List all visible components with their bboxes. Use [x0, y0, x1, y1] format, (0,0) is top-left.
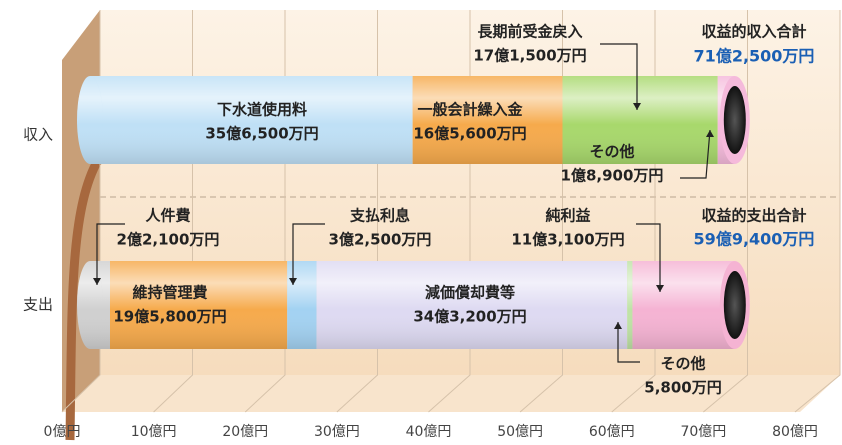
shine — [627, 261, 632, 349]
shine — [563, 76, 718, 164]
segment-value: 1億8,900万円 — [561, 167, 664, 185]
total-value: 71億2,500万円 — [694, 47, 815, 66]
segment-value: 11億3,100万円 — [511, 231, 624, 249]
segment-value: 34億3,200万円 — [413, 308, 526, 326]
shine — [632, 261, 734, 349]
x-tick-label: 0億円 — [44, 424, 81, 440]
total-value: 59億9,400万円 — [694, 230, 815, 249]
bar-hole — [724, 86, 746, 154]
shine — [77, 76, 103, 164]
segment-name: 下水道使用料 — [217, 101, 307, 119]
x-tick-label: 20億円 — [222, 424, 268, 440]
segment-name: 長期前受金戻入 — [477, 23, 582, 41]
segment-name: 維持管理費 — [132, 284, 207, 302]
segment-name: 人件費 — [145, 207, 190, 225]
x-tick-label: 40億円 — [406, 424, 452, 440]
shine — [77, 261, 103, 349]
shine — [90, 76, 413, 164]
segment-value: 5,800万円 — [644, 379, 721, 397]
segment-value: 19億5,800万円 — [113, 308, 226, 326]
segment-name: 純利益 — [545, 207, 590, 225]
x-tick-label: 50億円 — [497, 424, 543, 440]
segment-name: 減価償却費等 — [425, 284, 515, 302]
shine — [317, 261, 628, 349]
segment-value: 17億1,500万円 — [473, 47, 586, 65]
x-tick-label: 30億円 — [314, 424, 360, 440]
total-title: 収益的収入合計 — [701, 23, 806, 41]
segment-name: その他 — [589, 143, 634, 161]
shine — [287, 261, 316, 349]
segment-name: 一般会計繰入金 — [417, 101, 523, 119]
bar-hole — [724, 271, 746, 339]
row-label: 支出 — [23, 296, 53, 314]
segment-value: 35億6,500万円 — [205, 125, 318, 143]
x-tick-label: 60億円 — [589, 424, 635, 440]
segment-name: その他 — [660, 355, 705, 373]
segment-value: 3億2,500万円 — [329, 231, 432, 249]
chart: 0億円 10億円 20億円 30億円 40億円 50億円 60億円 70億円 80億円 収入 下水… — [0, 0, 842, 445]
total-title: 収益的支出合計 — [701, 207, 806, 225]
segment-value: 16億5,600万円 — [413, 125, 526, 143]
shine — [110, 261, 287, 349]
x-tick-label: 10億円 — [131, 424, 177, 440]
background — [62, 10, 840, 440]
segment-name: 支払利息 — [349, 207, 410, 225]
segment-value: 2億2,100万円 — [117, 231, 220, 249]
shine — [413, 76, 563, 164]
x-tick-label: 80億円 — [772, 424, 818, 440]
row-label: 収入 — [23, 126, 53, 144]
x-tick-label: 70億円 — [680, 424, 726, 440]
